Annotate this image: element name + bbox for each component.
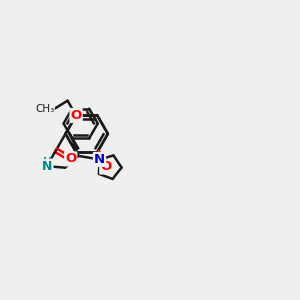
Text: H: H [43, 158, 52, 167]
Text: N: N [42, 160, 52, 173]
Text: N: N [94, 153, 105, 166]
Text: O: O [100, 160, 112, 173]
Text: CH₃: CH₃ [35, 104, 54, 114]
Text: O: O [65, 152, 76, 165]
Text: O: O [70, 109, 82, 122]
